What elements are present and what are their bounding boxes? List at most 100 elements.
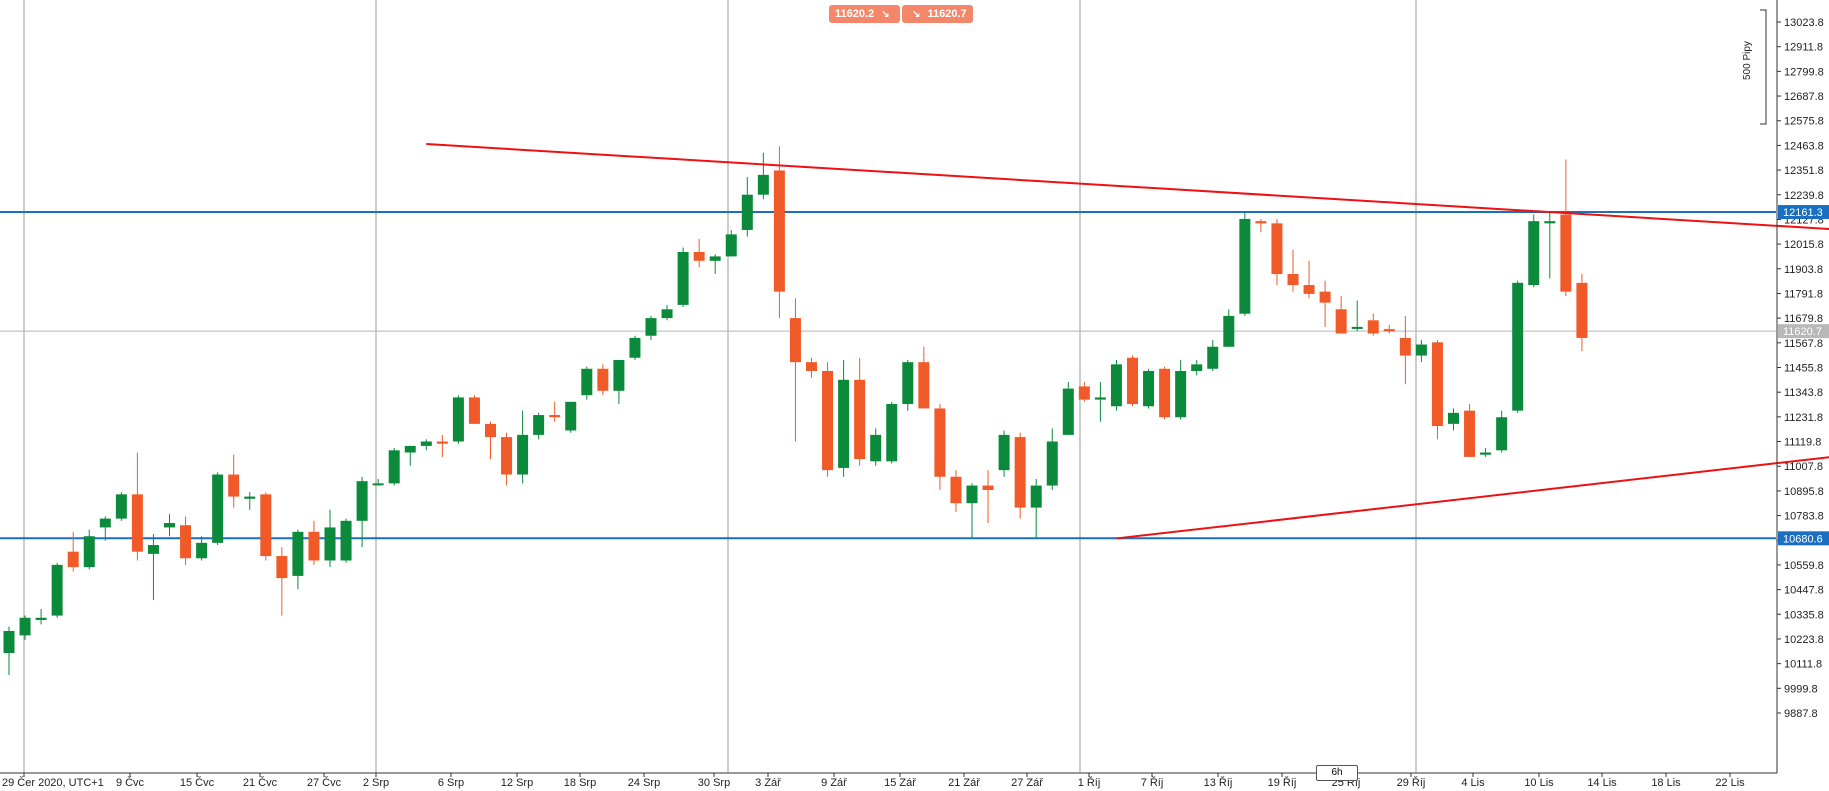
candle-body [1143,370,1155,407]
timeframe-indicator[interactable]: 6h [1316,765,1358,781]
candle [998,430,1010,477]
candle-body [99,518,111,528]
candle [645,315,657,341]
candle-body [645,318,657,336]
candle-body [886,404,898,462]
candle-body [1399,337,1411,356]
price-tick-label: 11231.8 [1784,412,1823,424]
candle-body [629,337,641,358]
candle-body [661,309,673,319]
arrow-down-right-icon: ↘ [912,9,921,20]
candle-body [725,234,737,257]
candle [613,359,625,405]
candle-body [1207,346,1219,369]
price-tick-label: 11567.8 [1784,338,1823,350]
candle-body [180,525,192,559]
candle-body [1303,285,1315,294]
trendline-support [1116,456,1829,540]
candle-body [1512,282,1524,411]
candle [1367,313,1379,336]
sell-price-badge[interactable]: 11620.2 ↘ [829,5,900,23]
level-price-box-bg [1778,205,1829,220]
candle-body [1175,370,1187,418]
candle [1078,381,1090,402]
price-tick-label: 10335.8 [1784,609,1824,621]
candle [693,238,705,268]
candle-body [1383,329,1395,332]
candle-body [115,494,127,519]
price-tick-label: 10223.8 [1784,634,1824,646]
candle-body [147,545,159,554]
candle-body [838,379,850,468]
candle [1415,340,1427,363]
candle-body [918,362,930,409]
candle [324,509,336,568]
candle [1351,300,1363,332]
candle [485,421,496,460]
time-tick-label: 21 Zář [948,777,980,789]
candle-body [404,445,416,453]
price-tick-label: 11679.8 [1784,313,1823,325]
candle [452,395,464,444]
pips-scale-label: 500 Pipy [1742,41,1753,80]
buy-price-badge[interactable]: ↘ 11620.7 [902,5,973,23]
candle-body [1464,410,1476,457]
candle-body [517,434,529,475]
candle [388,448,400,486]
candle-body [870,434,882,462]
candle-body [67,551,79,568]
candle [517,410,529,484]
candle-body [677,251,689,305]
candle-body [966,485,978,504]
price-tick-label: 11903.8 [1784,264,1823,276]
candle-body [998,434,1010,471]
candle [1159,366,1171,420]
time-tick-label: 15 Zář [884,777,916,789]
price-tick-label: 11007.8 [1784,461,1823,473]
candle [1383,324,1395,334]
candle-body [597,368,609,391]
candle [115,492,127,521]
time-tick-label: 3 Zář [755,777,781,789]
candle [950,470,962,513]
candle [501,432,513,486]
candle [244,492,256,510]
candle [1335,296,1347,334]
price-tick-label: 10111.8 [1784,659,1822,671]
price-tick-label: 12687.8 [1784,91,1824,103]
candle [565,401,577,433]
candle-body [1560,214,1572,292]
candle-body [324,527,336,561]
candle-body [741,194,753,230]
candle-body [533,415,545,435]
candle-body [822,370,834,471]
candle-body [1415,344,1427,356]
candle [83,529,95,570]
candle-body [1496,417,1508,451]
sell-price: 11620.2 [835,8,875,20]
candle [1030,478,1042,539]
candle-body [1223,315,1235,347]
time-tick-label: 27 Čvc [307,776,342,789]
candle-body [260,494,272,557]
candle [35,608,47,625]
candle [1576,274,1588,352]
candle-body [83,536,95,568]
buy-price: 11620.7 [927,8,967,20]
candle [1127,355,1138,407]
time-tick-label: 14 Lis [1587,777,1617,789]
price-axis: 13023.8 12911.8 12799.8 12687.8 12575.8 12463… [1760,0,1829,773]
time-tick-label: 12 Srp [501,777,533,789]
level-price-label: 10680.6 [1783,533,1823,545]
candle [372,478,384,486]
candle-body [1159,368,1171,418]
candle [1014,432,1026,519]
candle-body [1528,221,1540,286]
time-tick-label: 6 Srp [438,777,464,789]
candle [1560,159,1572,297]
candle-body [1351,326,1363,329]
candle [468,395,480,424]
candle-body [1271,223,1283,275]
